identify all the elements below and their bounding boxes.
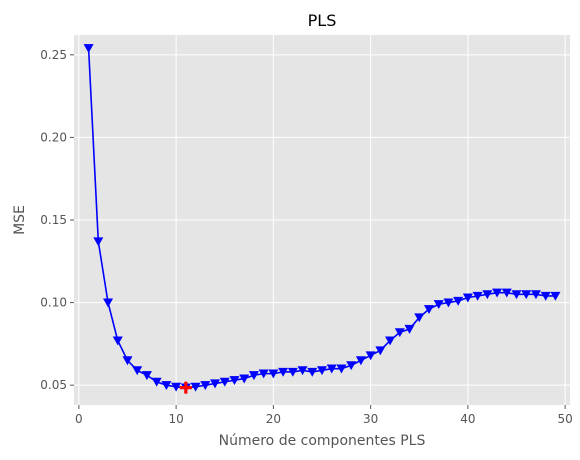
chart-title: PLS: [308, 11, 337, 30]
data-point-marker: [423, 305, 434, 315]
x-tick-label: 40: [460, 412, 475, 426]
data-point-marker: [375, 346, 386, 356]
x-tick-label: 10: [168, 412, 183, 426]
y-tick-label: 0.05: [40, 378, 67, 392]
best-marker: [179, 381, 192, 394]
y-tick-label: 0.25: [40, 48, 67, 62]
data-point-marker: [453, 296, 464, 306]
axis-ticks: 0 10 20 30 40 50 0.05 0.10 0.15 0.20 0.25: [40, 48, 572, 426]
grid: [74, 35, 570, 405]
series-markers: [83, 44, 561, 393]
data-point-marker: [190, 382, 201, 392]
data-point-marker: [404, 324, 415, 334]
data-point-marker: [433, 300, 444, 310]
data-point-marker: [346, 361, 357, 371]
data-point-marker: [365, 351, 376, 361]
x-tick-label: 30: [363, 412, 378, 426]
data-point-marker: [326, 364, 337, 374]
data-point-marker: [151, 377, 162, 387]
data-point-marker: [161, 381, 172, 390]
data-point-marker: [501, 288, 512, 298]
y-tick-label: 0.20: [40, 130, 67, 144]
data-point-marker: [268, 369, 279, 379]
data-point-marker: [258, 369, 269, 379]
data-point-marker: [132, 366, 143, 376]
data-point-marker: [414, 313, 425, 323]
data-point-marker: [540, 291, 551, 301]
x-tick-label: 20: [266, 412, 281, 426]
data-point-marker: [239, 374, 250, 384]
data-point-marker: [511, 290, 522, 300]
data-point-marker: [550, 291, 561, 301]
y-tick-label: 0.10: [40, 296, 67, 310]
data-point-marker: [443, 298, 454, 308]
data-point-marker: [316, 366, 328, 376]
x-tick-label: 0: [75, 412, 83, 426]
data-point-marker: [103, 298, 114, 308]
data-point-marker: [219, 377, 230, 387]
x-tick-label: 50: [557, 412, 572, 426]
data-point-marker: [297, 366, 308, 376]
data-point-marker: [307, 367, 318, 377]
data-point-marker: [482, 290, 493, 300]
data-point-marker: [355, 356, 366, 366]
x-axis-label: Número de componentes PLS: [219, 433, 426, 449]
data-point-marker: [278, 367, 289, 377]
data-point-marker: [122, 356, 133, 366]
data-point-marker: [112, 336, 123, 346]
data-point-marker: [472, 291, 483, 301]
data-point-marker: [385, 336, 396, 346]
data-point-marker: [462, 293, 473, 303]
y-axis-label: MSE: [12, 205, 28, 235]
data-point-marker: [200, 381, 211, 390]
y-tick-label: 0.15: [40, 213, 67, 227]
data-point-marker: [141, 371, 152, 381]
data-point-marker: [210, 379, 221, 389]
data-point-marker: [394, 328, 405, 338]
data-point-marker: [530, 290, 541, 300]
data-point-marker: [492, 288, 503, 298]
data-point-marker: [83, 44, 94, 54]
data-point-marker: [521, 290, 532, 300]
data-point-marker: [336, 364, 347, 374]
data-point-marker: [171, 382, 182, 392]
data-point-marker: [287, 367, 298, 377]
data-point-marker: [248, 371, 259, 381]
data-point-marker: [229, 376, 240, 386]
data-point-marker: [93, 237, 104, 247]
